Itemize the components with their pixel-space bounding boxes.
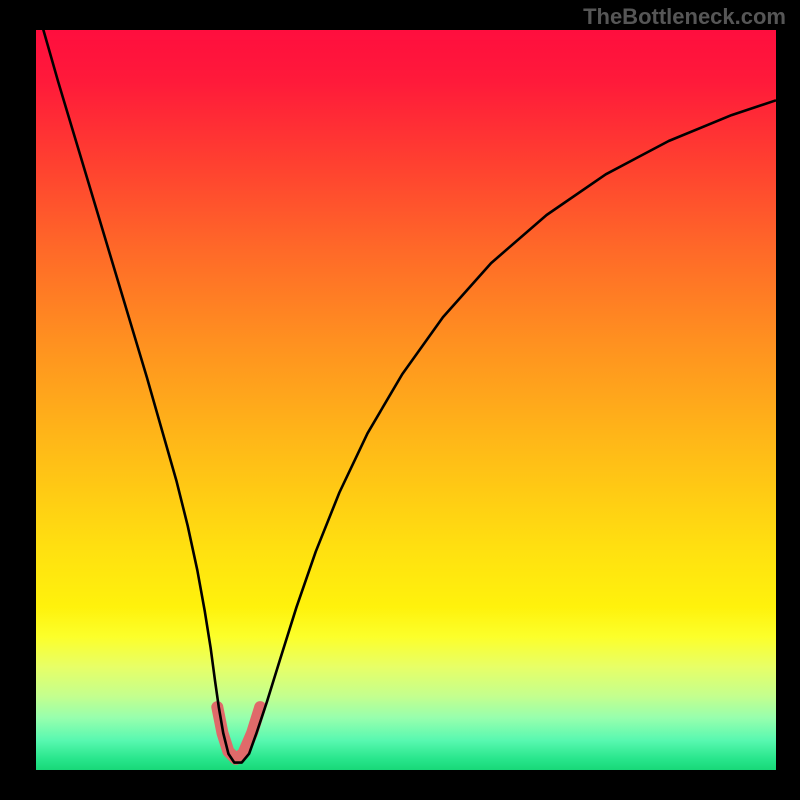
main-curve <box>36 30 776 763</box>
plot-area <box>36 30 776 770</box>
curve-layer <box>36 30 776 770</box>
watermark-text: TheBottleneck.com <box>583 4 786 30</box>
chart-container: TheBottleneck.com <box>0 0 800 800</box>
